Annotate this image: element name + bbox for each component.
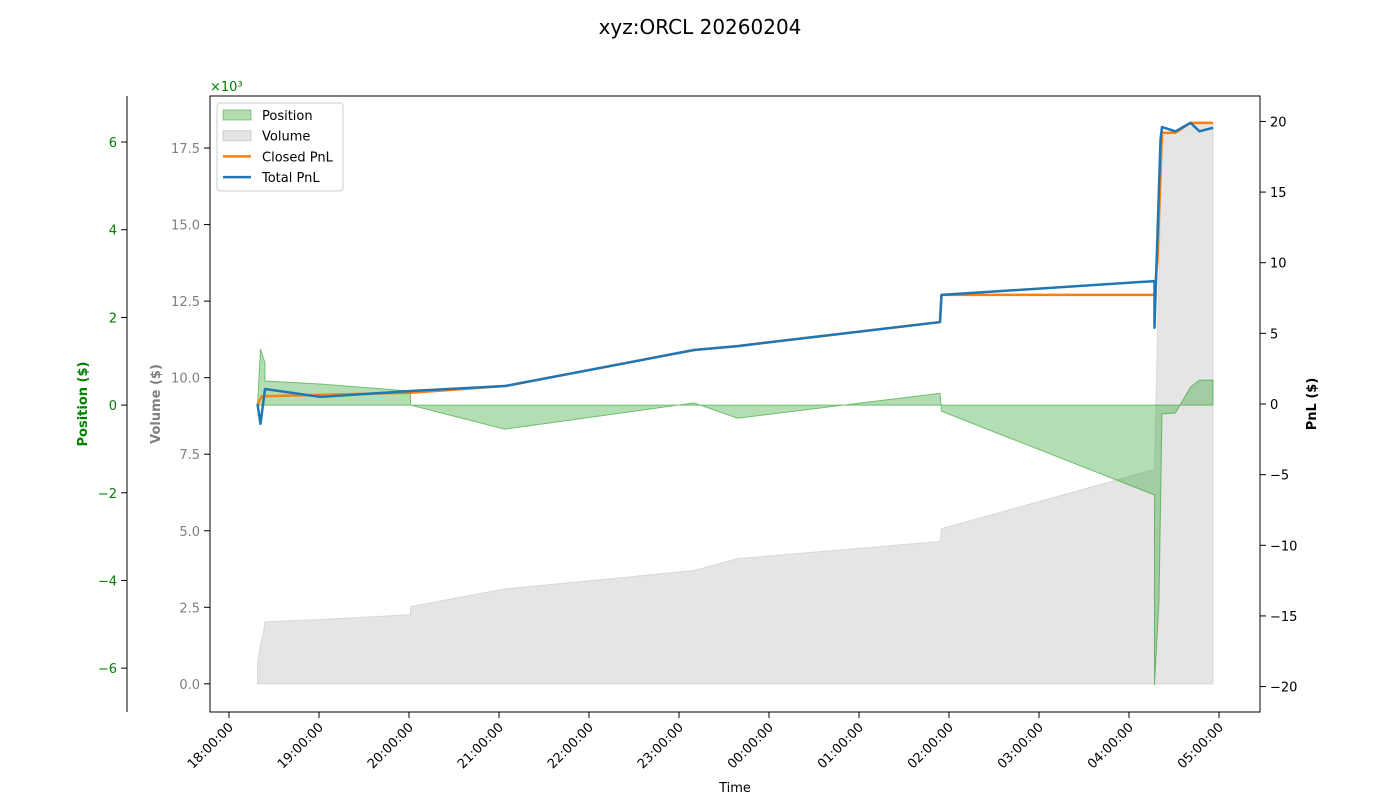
volume-tick-label: 7.5	[179, 448, 200, 463]
position-area	[256, 348, 1214, 686]
pnl-axis-label: PnL ($)	[1305, 378, 1320, 431]
pnl-tick-label: −5	[1270, 469, 1289, 484]
x-tick-label: 02:00:00	[905, 720, 957, 772]
x-tick-label: 00:00:00	[725, 720, 777, 772]
legend-swatch	[222, 130, 252, 142]
pnl-tick-label: −10	[1270, 539, 1297, 554]
pnl-tick-label: 0	[1270, 398, 1278, 413]
pnl-tick-label: 10	[1270, 257, 1287, 272]
x-tick-label: 19:00:00	[275, 720, 327, 772]
pnl-tick-label: −15	[1270, 610, 1297, 625]
volume-axis-label: Volume ($)	[149, 364, 164, 444]
legend-label: Position	[262, 109, 313, 124]
legend-label: Closed PnL	[262, 150, 334, 165]
volume-tick-label: 5.0	[179, 525, 200, 540]
legend-box	[216, 102, 344, 192]
position-multiplier: ×10³	[210, 80, 243, 95]
position-tick-label: −4	[98, 574, 117, 589]
position-axis-label: Position ($)	[76, 362, 91, 447]
position-tick-label: 0	[109, 399, 117, 414]
pnl-tick-label: 20	[1270, 115, 1287, 130]
x-tick-label: 21:00:00	[455, 720, 507, 772]
volume-tick-label: 10.0	[171, 372, 200, 387]
legend-label: Volume	[262, 130, 310, 145]
chart-title: xyz:ORCL 20260204	[599, 15, 802, 39]
pnl-tick-label: 15	[1270, 186, 1287, 201]
x-tick-label: 03:00:00	[995, 720, 1047, 772]
x-tick-label: 23:00:00	[635, 720, 687, 772]
volume-tick-label: 12.5	[171, 295, 200, 310]
x-tick-label: 18:00:00	[185, 720, 237, 772]
volume-tick-label: 15.0	[171, 219, 200, 234]
series-fills	[256, 121, 1214, 686]
position-tick-label: −2	[98, 487, 117, 502]
position-tick-label: 6	[109, 136, 117, 151]
series-lines	[256, 121, 1214, 426]
volume-tick-label: 17.5	[171, 142, 200, 157]
total-pnl-line	[256, 121, 1214, 426]
volume-tick-label: 2.5	[179, 601, 200, 616]
x-tick-label: 22:00:00	[545, 720, 597, 772]
volume-tick-label: 0.0	[179, 678, 200, 693]
x-tick-label: 04:00:00	[1085, 720, 1137, 772]
pnl-tick-label: −20	[1270, 681, 1297, 696]
closed-pnl-line	[256, 121, 1213, 405]
x-tick-label: 05:00:00	[1175, 720, 1227, 772]
legend: Position Volume Closed PnL Total PnL	[216, 102, 344, 192]
position-tick-label: 2	[109, 311, 117, 326]
legend-swatch	[222, 109, 252, 121]
pnl-tick-label: 5	[1270, 327, 1278, 342]
x-tick-label: 01:00:00	[815, 720, 867, 772]
legend-label: Total PnL	[261, 171, 320, 186]
x-axis-label: Time	[718, 781, 751, 796]
position-tick-label: −6	[98, 662, 117, 677]
position-tick-label: 4	[109, 224, 117, 239]
x-tick-label: 20:00:00	[365, 720, 417, 772]
